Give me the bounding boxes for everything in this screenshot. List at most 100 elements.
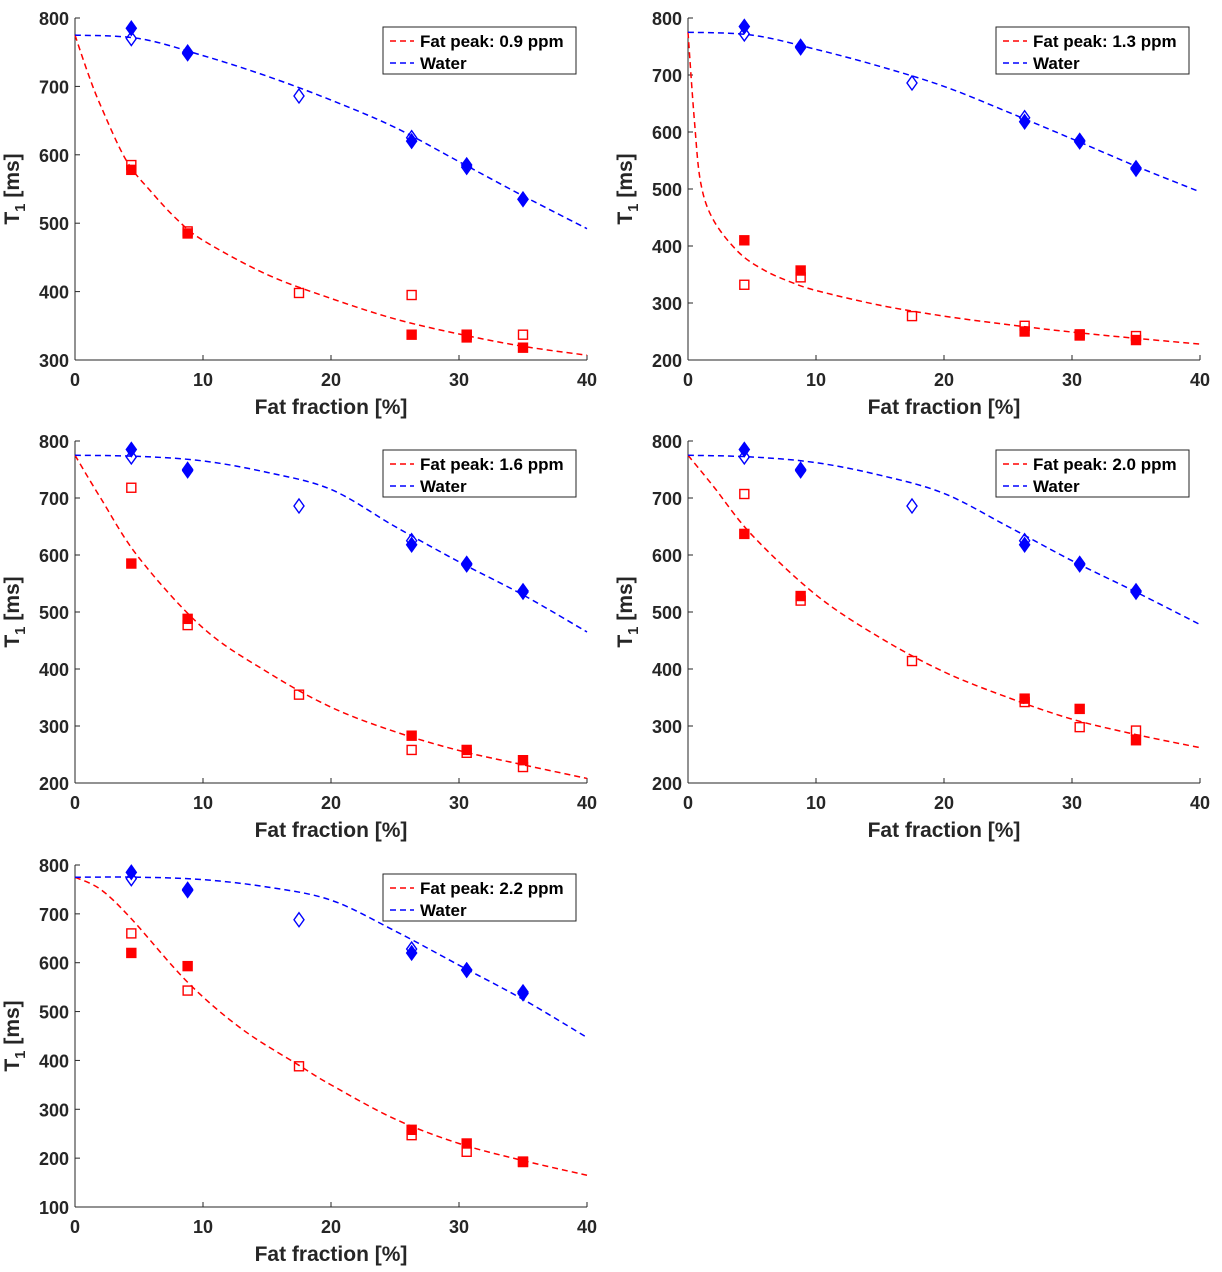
x-tick-label: 10 xyxy=(806,793,826,813)
fat-filled-marker xyxy=(739,528,750,540)
x-tick-label: 20 xyxy=(934,370,954,390)
water-filled-marker xyxy=(517,191,529,208)
x-tick-label: 30 xyxy=(449,1217,469,1237)
water-fit-line xyxy=(687,31,1201,193)
fat-open-marker xyxy=(739,488,750,500)
legend-box xyxy=(382,26,577,75)
fat-open-marker xyxy=(293,287,305,299)
water-filled-marker xyxy=(460,156,473,174)
x-tick-label: 0 xyxy=(70,370,80,390)
y-tick-label: 600 xyxy=(39,546,69,566)
water-filled-marker xyxy=(181,881,194,898)
water-fit-line xyxy=(74,454,588,633)
fat-filled-marker xyxy=(182,613,193,625)
fat-filled-marker xyxy=(739,235,750,246)
fat-filled-marker xyxy=(517,1156,529,1168)
water-open-marker xyxy=(906,497,918,515)
water-fit-line xyxy=(74,34,588,230)
water-fit-line xyxy=(687,454,1201,626)
y-label-sub: 1 xyxy=(625,204,642,212)
fat-filled-marker xyxy=(406,730,417,741)
water-filled-marker xyxy=(125,20,138,37)
y-label-unit: [ms] xyxy=(614,153,637,203)
water-open-marker xyxy=(125,870,138,887)
x-tick-label: 40 xyxy=(577,793,597,813)
y-tick-label: 700 xyxy=(39,77,69,97)
y-tick-label: 700 xyxy=(39,489,69,509)
fat-filled-marker xyxy=(406,329,417,340)
water-fit-line xyxy=(74,876,588,1039)
fat-filled-marker xyxy=(182,228,193,239)
water-filled-marker xyxy=(405,536,418,553)
y-label-main: T xyxy=(614,635,637,648)
legend-label-water: Water xyxy=(1033,54,1080,73)
x-tick-label: 0 xyxy=(70,793,80,813)
x-tick-label: 30 xyxy=(449,793,469,813)
fat-open-marker xyxy=(126,928,137,939)
y-label-unit: [ms] xyxy=(1,576,24,626)
subplot-3: 0 10 20 30 40 200 300 400 500 600 700 800 Fat fracti… xyxy=(1,432,597,842)
y-label-main: T xyxy=(1,635,24,648)
water-open-marker xyxy=(293,497,305,515)
water-filled-marker xyxy=(181,461,194,478)
x-axis-label: Fat fraction [%] xyxy=(255,396,408,419)
y-tick-label: 500 xyxy=(39,214,69,234)
y-axis-label: T1 [ms] xyxy=(614,576,642,647)
water-open-marker xyxy=(125,448,138,466)
fat-filled-marker xyxy=(1074,329,1085,340)
fat-filled-marker xyxy=(406,1124,417,1136)
y-tick-label: 800 xyxy=(652,9,682,29)
legend: Fat peak: 1.6 ppm Water xyxy=(382,449,577,498)
water-filled-marker xyxy=(125,441,138,458)
y-tick-label: 200 xyxy=(39,774,69,794)
x-tick-label: 40 xyxy=(1190,370,1210,390)
y-tick-label: 400 xyxy=(39,1051,69,1071)
water-filled-marker xyxy=(181,43,194,61)
fat-filled-marker xyxy=(1130,735,1142,746)
fat-open-marker xyxy=(1074,721,1085,733)
fat-filled-marker xyxy=(461,332,472,343)
fat-open-marker xyxy=(517,329,529,340)
x-tick-label: 0 xyxy=(683,370,693,390)
water-filled-marker xyxy=(405,132,418,150)
y-tick-label: 600 xyxy=(39,146,69,166)
fat-open-marker xyxy=(293,1061,305,1072)
y-axis-label: T1 [ms] xyxy=(1,153,29,224)
fat-open-marker xyxy=(906,655,918,667)
water-filled-marker xyxy=(738,18,751,35)
y-label-unit: [ms] xyxy=(1,153,24,203)
fat-fit-line xyxy=(74,876,588,1176)
x-tick-label: 10 xyxy=(806,370,826,390)
fat-filled-marker xyxy=(461,744,472,756)
legend: Fat peak: 1.3 ppm Water xyxy=(995,26,1190,75)
x-tick-label: 0 xyxy=(683,793,693,813)
water-filled-marker xyxy=(125,864,138,881)
y-tick-label: 400 xyxy=(39,660,69,680)
fat-open-marker xyxy=(182,985,193,996)
x-tick-label: 30 xyxy=(1062,793,1082,813)
water-filled-marker xyxy=(517,583,529,601)
fat-filled-marker xyxy=(1019,326,1030,337)
x-axis-label: Fat fraction [%] xyxy=(255,819,408,842)
y-label-main: T xyxy=(1,212,24,225)
water-filled-marker xyxy=(794,38,807,55)
fat-open-marker xyxy=(906,310,918,322)
fat-filled-marker xyxy=(126,558,137,569)
water-filled-marker xyxy=(1073,556,1086,573)
subplot-4: 0 10 20 30 40 200 300 400 500 600 700 800 Fat fracti… xyxy=(614,432,1210,842)
x-tick-label: 40 xyxy=(577,1217,597,1237)
legend-box xyxy=(995,449,1190,498)
y-tick-label: 200 xyxy=(652,774,682,794)
water-open-marker xyxy=(293,911,305,928)
legend-label-fat: Fat peak: 1.3 ppm xyxy=(1033,32,1177,51)
x-tick-label: 30 xyxy=(449,370,469,390)
legend-label-fat: Fat peak: 2.0 ppm xyxy=(1033,455,1177,474)
legend-box xyxy=(382,873,577,922)
fat-filled-marker xyxy=(182,960,193,972)
fat-open-marker xyxy=(293,689,305,700)
y-label-sub: 1 xyxy=(12,627,29,635)
fat-filled-marker xyxy=(517,755,529,766)
y-label-unit: [ms] xyxy=(614,576,637,626)
x-tick-label: 40 xyxy=(577,370,597,390)
y-tick-label: 800 xyxy=(652,432,682,452)
